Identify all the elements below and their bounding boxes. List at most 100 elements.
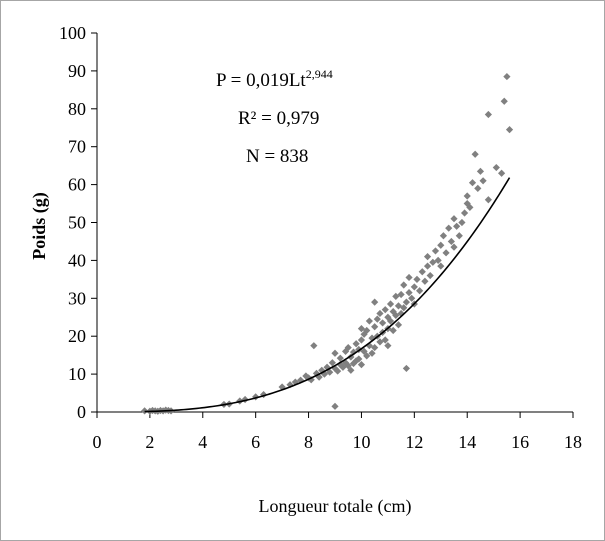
data-point: [400, 281, 408, 289]
data-point: [397, 290, 405, 299]
annotation-block: P = 0,019Lt2,944 R² = 0,979 N = 838: [216, 67, 333, 167]
data-point: [381, 306, 389, 314]
data-point: [400, 304, 408, 312]
y-tick-label: 50: [68, 213, 86, 233]
data-point: [408, 294, 416, 302]
fit-group: [144, 177, 511, 413]
x-tick-label: 8: [304, 432, 313, 452]
y-tick-label: 10: [68, 364, 86, 384]
x-tick-label: 4: [198, 432, 207, 452]
data-point: [410, 283, 418, 291]
equation-annotation: P = 0,019Lt2,944: [216, 67, 333, 91]
data-point: [431, 247, 440, 255]
fit-line: [144, 177, 511, 413]
data-point: [386, 300, 395, 308]
data-point: [416, 287, 424, 295]
data-point: [334, 367, 342, 375]
x-tick-label: 10: [352, 432, 370, 452]
data-point: [328, 359, 336, 367]
n-annotation: N = 838: [246, 146, 308, 167]
data-point: [423, 253, 432, 261]
data-point: [365, 317, 373, 325]
data-point: [392, 292, 400, 301]
data-point: [371, 343, 379, 352]
data-point: [352, 340, 360, 348]
data-point: [365, 342, 373, 350]
data-point: [357, 361, 366, 369]
x-tick-label: 12: [405, 432, 423, 452]
data-point: [423, 262, 432, 270]
data-point: [429, 258, 437, 266]
data-point: [347, 366, 355, 374]
data-point: [405, 273, 413, 282]
axes-group: 0 2 4 6 8 10 12 14 16 18 0 10 20 30 40 50 60 70 80 90 100: [59, 23, 582, 452]
y-tick-label: 30: [68, 288, 86, 308]
data-point: [437, 241, 445, 249]
y-tick-label: 60: [68, 175, 86, 195]
data-point: [349, 348, 358, 356]
data-point: [463, 192, 471, 200]
data-point: [376, 338, 384, 346]
data-point: [386, 317, 395, 325]
data-point: [355, 345, 363, 354]
data-point: [484, 110, 492, 119]
data-point: [336, 354, 344, 362]
data-point: [260, 390, 268, 399]
data-point: [418, 268, 426, 276]
data-point: [381, 336, 389, 344]
data-point: [394, 321, 403, 329]
data-point: [471, 150, 479, 158]
data-point: [405, 289, 413, 297]
data-point: [379, 319, 387, 327]
data-point: [397, 309, 405, 318]
data-point: [331, 402, 339, 410]
data-point: [442, 249, 450, 257]
data-point: [344, 343, 352, 352]
data-point: [352, 357, 360, 365]
y-tick-label: 70: [68, 137, 86, 157]
data-point: [278, 383, 286, 391]
data-point: [286, 381, 294, 389]
data-point: [402, 298, 410, 306]
data-point: [360, 347, 368, 355]
data-point: [500, 97, 508, 105]
y-tick-label: 80: [68, 99, 86, 119]
data-point: [468, 179, 477, 187]
data-point: [466, 203, 474, 211]
data-point: [357, 336, 366, 344]
data-point: [492, 163, 500, 172]
data-point: [307, 376, 315, 384]
x-tick-label: 14: [458, 432, 476, 452]
y-tick-label: 0: [77, 402, 86, 422]
data-point: [450, 215, 458, 223]
data-point: [460, 209, 469, 217]
data-point: [413, 275, 421, 283]
data-point: [447, 237, 455, 246]
data-point: [439, 232, 448, 240]
data-point: [437, 262, 445, 270]
data-point: [368, 349, 376, 357]
data-point: [326, 368, 334, 376]
data-point: [453, 222, 461, 230]
y-tick-label: 20: [68, 326, 86, 346]
data-point: [474, 184, 482, 192]
data-point: [310, 342, 318, 350]
x-tick-label: 2: [145, 432, 154, 452]
x-tick-label: 18: [564, 432, 582, 452]
data-point: [455, 232, 463, 240]
data-point: [445, 224, 453, 232]
y-tick-label: 40: [68, 250, 86, 270]
x-tick-label: 6: [251, 432, 260, 452]
data-point: [476, 167, 485, 175]
data-point: [434, 256, 442, 264]
data-point: [426, 271, 434, 280]
data-point: [363, 326, 371, 335]
r2-annotation: R² = 0,979: [238, 108, 319, 129]
points-group: [141, 72, 514, 415]
data-point: [389, 326, 397, 335]
x-tick-label: 16: [511, 432, 529, 452]
data-point: [320, 370, 329, 378]
